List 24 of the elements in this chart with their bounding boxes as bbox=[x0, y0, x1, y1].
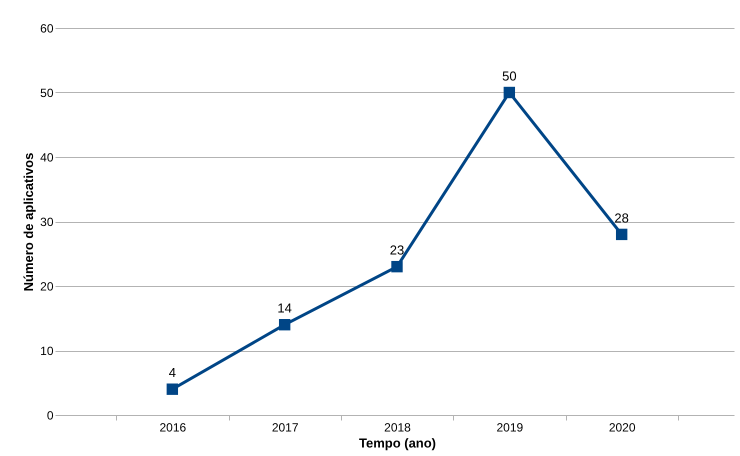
point bbox=[616, 228, 628, 240]
y-tick-label: 50 bbox=[40, 86, 54, 100]
y-tick-label: 20 bbox=[40, 280, 54, 294]
data-label: 23 bbox=[390, 242, 404, 258]
x-tick-label: 2020 bbox=[608, 420, 636, 434]
point bbox=[166, 384, 178, 395]
x-tick-label: 2018 bbox=[384, 420, 412, 434]
point bbox=[504, 86, 516, 98]
data-label: 14 bbox=[277, 300, 292, 316]
y-tick-label: 30 bbox=[40, 215, 54, 229]
data-label: 4 bbox=[168, 365, 176, 380]
y-tick-label: 10 bbox=[40, 344, 54, 358]
y-tick-label: 40 bbox=[40, 150, 54, 164]
y-tick-label: 60 bbox=[40, 22, 54, 36]
y-axis-title: Número de aplicativos bbox=[21, 152, 36, 292]
x-axis-title: Tempo (ano) bbox=[358, 436, 436, 450]
x-tick-label: 2016 bbox=[159, 420, 187, 434]
data-label: 28 bbox=[614, 210, 629, 226]
y-tick-label: 0 bbox=[46, 408, 54, 422]
x-tick-label: 2019 bbox=[496, 420, 524, 434]
x-tick-label: 2017 bbox=[272, 420, 299, 434]
point bbox=[391, 260, 403, 272]
point bbox=[278, 319, 290, 330]
data-label: 50 bbox=[502, 68, 517, 84]
